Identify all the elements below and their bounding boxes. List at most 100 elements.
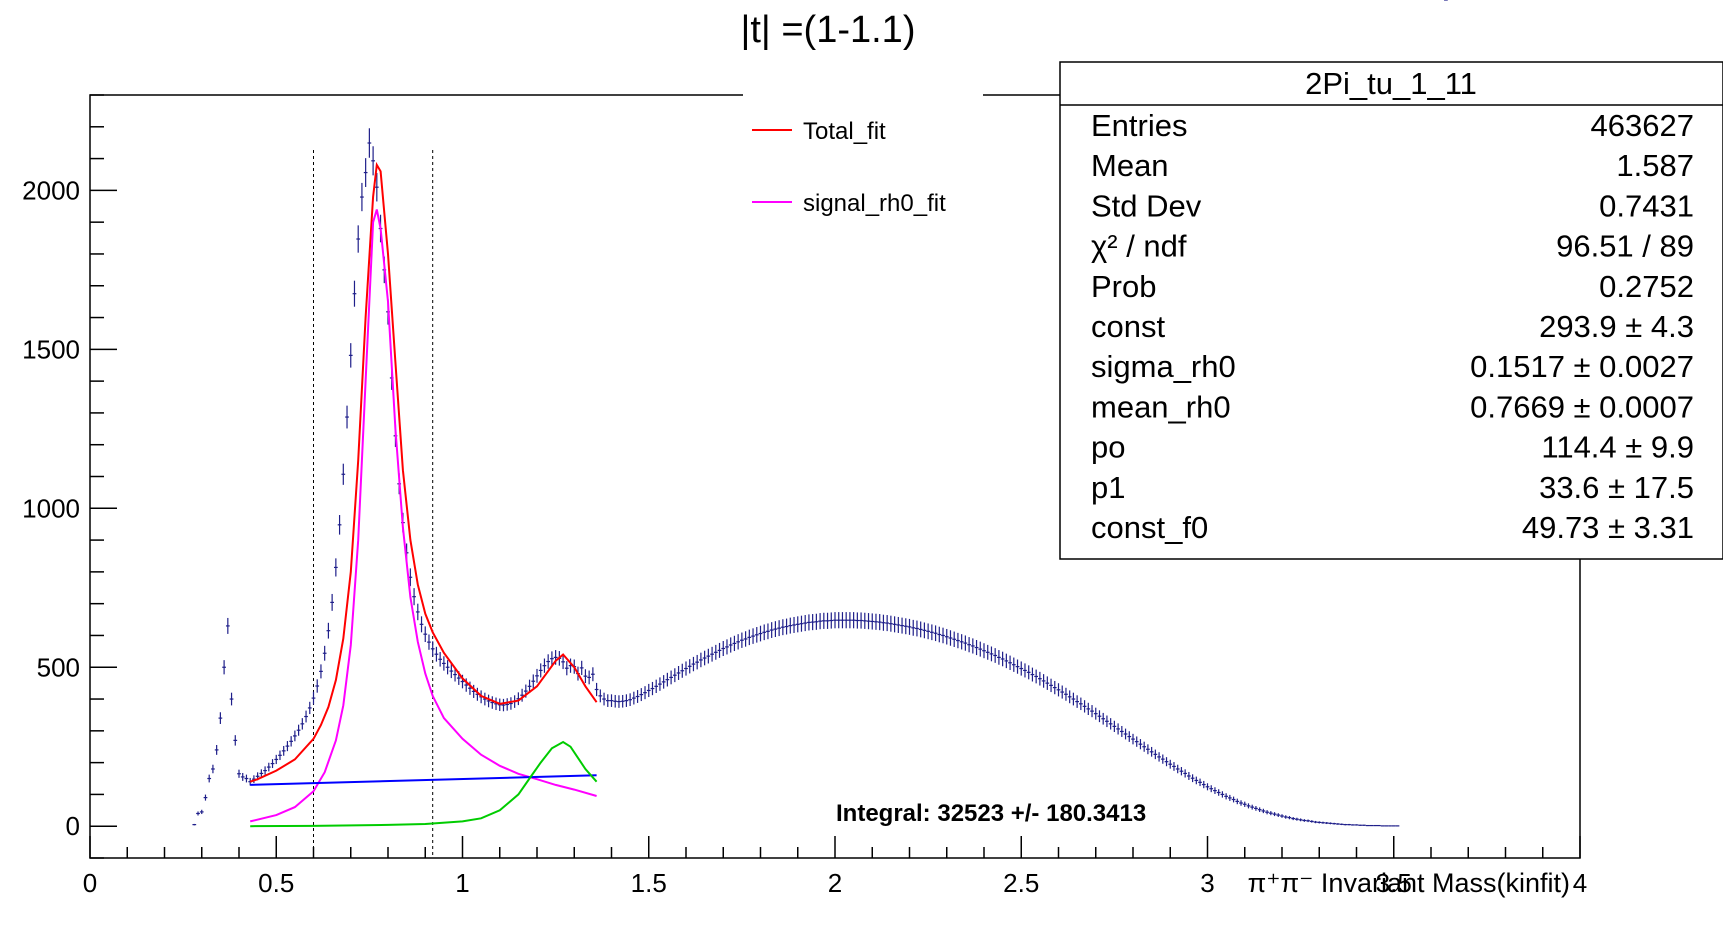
axis-ticks [89,94,1581,859]
legend-label-signal-rh0-fit: signal_rh0_fit [803,190,946,217]
data-point [535,668,539,683]
data-point [780,619,785,636]
data-point [740,632,744,648]
data-point [490,696,495,709]
data-point [870,613,875,630]
data-point [907,618,912,635]
data-point [628,693,632,707]
data-point [348,343,353,368]
data-point [970,638,975,654]
x-tick-label: 1 [455,868,469,898]
data-point [699,652,703,668]
data-point [1187,771,1191,780]
data-point [825,612,830,629]
histogram-points [192,0,1448,827]
data-point [542,658,547,673]
y-tick-label: 500 [37,652,80,682]
data-point [1380,825,1385,827]
fit-curve-signal-rh0-fit [249,209,597,823]
stats-box: 2Pi_tu_1_11 Entries 463627 Mean 1.587 Std De… [1059,61,1723,560]
data-point [285,741,290,752]
data-point [1179,767,1184,776]
data-point [337,515,342,535]
stats-row-label: Mean [1091,148,1169,183]
stats-row-value: 463627 [1591,108,1694,143]
data-point [1231,796,1236,803]
data-point [650,681,655,696]
data-point [583,669,588,684]
data-point [818,613,822,630]
data-point [706,648,711,664]
data-point [788,617,793,634]
data-point [695,654,700,670]
stats-row-value: 1.587 [1616,148,1694,183]
data-point [1205,783,1210,791]
data-point [222,660,226,675]
fit-curve [250,740,598,828]
data-point [1209,785,1214,793]
data-point [423,626,428,642]
data-point [1224,793,1228,800]
data-point [371,146,375,176]
data-point [1134,736,1139,747]
data-point [922,622,927,639]
data-point [274,754,279,765]
data-point [661,675,666,689]
data-point [1060,685,1065,699]
data-point [1157,752,1161,762]
data-point [1019,661,1024,676]
data-point [1250,804,1255,810]
stats-row-value: 0.7669 ± 0.0007 [1470,389,1694,424]
data-point [836,612,841,629]
stats-row-label: Entries [1091,108,1187,143]
data-point [874,613,878,630]
data-point [587,670,592,685]
data-point [1302,819,1307,822]
data-point [915,620,919,637]
data-point [244,774,249,783]
data-point [345,405,349,429]
data-point [1190,774,1195,783]
data-point [605,694,610,707]
data-point [821,612,826,629]
data-point [415,603,420,621]
data-point [1086,702,1091,716]
data-point [1362,824,1366,826]
data-point [911,619,916,636]
data-point [1265,810,1269,815]
data-point [211,764,215,774]
data-point [1235,798,1240,805]
data-point [367,128,372,158]
data-point [505,698,510,711]
data-point [956,632,960,649]
data-point [1041,674,1046,688]
data-point [218,712,223,724]
data-point [1142,741,1147,752]
data-point [1045,676,1050,690]
data-point [225,617,230,634]
data-point [807,614,811,631]
data-point [844,612,849,629]
data-point [710,646,714,662]
x-tick-labels: 0 0.5 1 1.5 2 2.5 3 3.5 4 [83,868,1587,898]
data-point [203,794,208,801]
data-point [669,670,673,685]
data-point [1272,812,1277,817]
data-point [1049,678,1053,693]
data-point [646,683,651,698]
x-tick-label: 2.5 [1003,868,1039,898]
data-point [546,654,551,669]
stats-row-label: sigma_rh0 [1091,349,1236,384]
data-point [1332,822,1337,825]
data-point [196,811,200,816]
chart-title: |t| =(1-1.1) [741,9,916,51]
data-point [1339,823,1344,826]
data-point [412,588,416,606]
data-point [840,612,845,629]
stats-row-label: const_f0 [1091,510,1208,545]
data-point [989,646,994,662]
data-point [1254,806,1258,811]
data-point [199,809,204,815]
data-point [1082,700,1087,713]
data-point [1097,710,1102,723]
